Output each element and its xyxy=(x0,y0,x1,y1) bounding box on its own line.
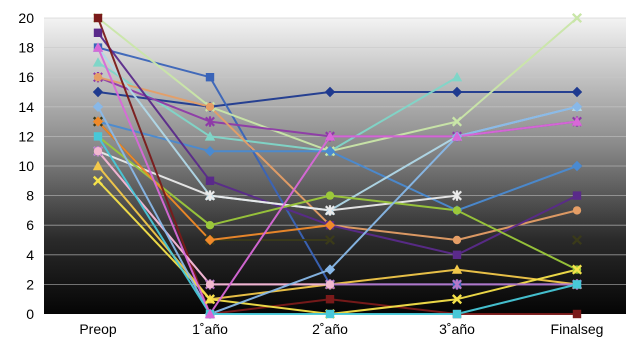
data-point-20-5 xyxy=(573,280,581,288)
y-tick-label: 6 xyxy=(26,217,34,233)
data-point-6-4 xyxy=(453,236,461,244)
x-tick-label: 2˚año xyxy=(312,321,348,337)
data-point-18-2 xyxy=(206,280,214,288)
data-point-14-1 xyxy=(94,14,102,22)
y-axis-ticks: 0 2 4 6 8 10 12 14 16 18 20 xyxy=(18,10,34,322)
data-point-6-1 xyxy=(94,73,102,81)
y-tick-label: 14 xyxy=(18,99,34,115)
data-point-12-4 xyxy=(453,206,461,214)
data-point-20-1 xyxy=(94,132,102,140)
y-tick-label: 16 xyxy=(18,69,34,85)
data-point-8-5 xyxy=(573,191,581,199)
y-tick-label: 0 xyxy=(26,306,34,322)
x-tick-label: 3˚año xyxy=(439,321,475,337)
x-axis-ticks: Preop 1˚año 2˚año 3˚año Finalseg xyxy=(79,321,603,337)
data-point-8-2 xyxy=(206,177,214,185)
y-tick-label: 2 xyxy=(26,276,34,292)
data-point-14-3 xyxy=(326,295,334,303)
data-point-8-1 xyxy=(94,29,102,37)
data-point-18-1 xyxy=(94,147,102,155)
x-tick-label: 1˚año xyxy=(192,321,228,337)
data-point-12-2 xyxy=(206,221,214,229)
data-point-18-3 xyxy=(326,280,334,288)
data-point-20-4 xyxy=(453,310,461,318)
data-point-12-3 xyxy=(326,191,334,199)
data-point-14-5 xyxy=(573,310,581,318)
y-tick-label: 18 xyxy=(18,40,34,56)
y-tick-label: 4 xyxy=(26,247,34,263)
data-point-20-3 xyxy=(326,310,334,318)
data-point-6-5 xyxy=(573,206,581,214)
x-tick-label: Finalseg xyxy=(551,321,604,337)
y-tick-label: 12 xyxy=(18,128,34,144)
y-tick-label: 20 xyxy=(18,10,34,26)
x-tick-label: Preop xyxy=(79,321,117,337)
data-point-8-4 xyxy=(453,251,461,259)
data-point-6-2 xyxy=(206,103,214,111)
y-tick-label: 8 xyxy=(26,188,34,204)
y-tick-label: 10 xyxy=(18,158,34,174)
data-point-2-2 xyxy=(206,73,214,81)
